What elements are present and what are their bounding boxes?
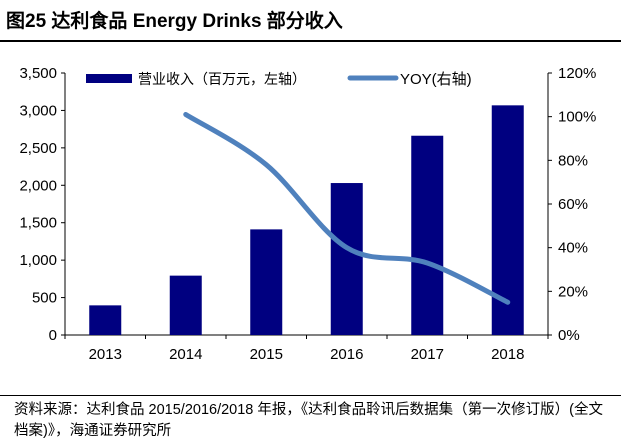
- right-tick-label: 120%: [558, 65, 596, 82]
- chart-title: 图25 达利食品 Energy Drinks 部分收入: [6, 11, 343, 32]
- right-tick-label: 80%: [558, 152, 588, 169]
- source-divider: [0, 395, 621, 396]
- x-tick-label: 2015: [250, 346, 283, 363]
- legend-bar-label: 营业收入（百万元，左轴）: [138, 71, 306, 87]
- bar-2017: [411, 135, 444, 335]
- left-tick-label: 1,000: [19, 252, 57, 269]
- title-divider: [0, 40, 621, 42]
- right-tick-label: 40%: [558, 240, 588, 257]
- bar-2013: [89, 305, 122, 335]
- chart: 0 500 1,000 1,500 2,000 2,500 3,000 3,500 0% 20% 4…: [19, 65, 596, 363]
- right-tick-label: 60%: [558, 196, 588, 213]
- left-tick-label: 2,000: [19, 177, 57, 194]
- right-tick-label: 100%: [558, 109, 596, 126]
- left-tick-label: 1,500: [19, 215, 57, 232]
- left-tick-label: 0: [49, 327, 57, 344]
- x-tick-label: 2017: [411, 346, 444, 363]
- x-tick-label: 2013: [89, 346, 122, 363]
- right-tick-label: 0%: [558, 327, 580, 344]
- x-tick-label: 2016: [330, 346, 363, 363]
- left-tick-label: 3,500: [19, 65, 57, 82]
- x-tick-label: 2014: [169, 346, 202, 363]
- bar-2016: [330, 183, 363, 335]
- legend-bar-swatch: [86, 74, 132, 83]
- legend-line-label: YOY(右轴): [400, 71, 472, 88]
- left-tick-label: 500: [32, 290, 57, 307]
- left-tick-label: 2,500: [19, 140, 57, 157]
- bar-2015: [250, 229, 283, 335]
- left-tick-label: 3,000: [19, 102, 57, 119]
- right-tick-label: 20%: [558, 283, 588, 300]
- bar-2014: [169, 275, 202, 335]
- source-note: 资料来源：达利食品 2015/2016/2018 年报，《达利食品聆讯后数据集（…: [14, 402, 603, 439]
- x-tick-label: 2018: [491, 346, 524, 363]
